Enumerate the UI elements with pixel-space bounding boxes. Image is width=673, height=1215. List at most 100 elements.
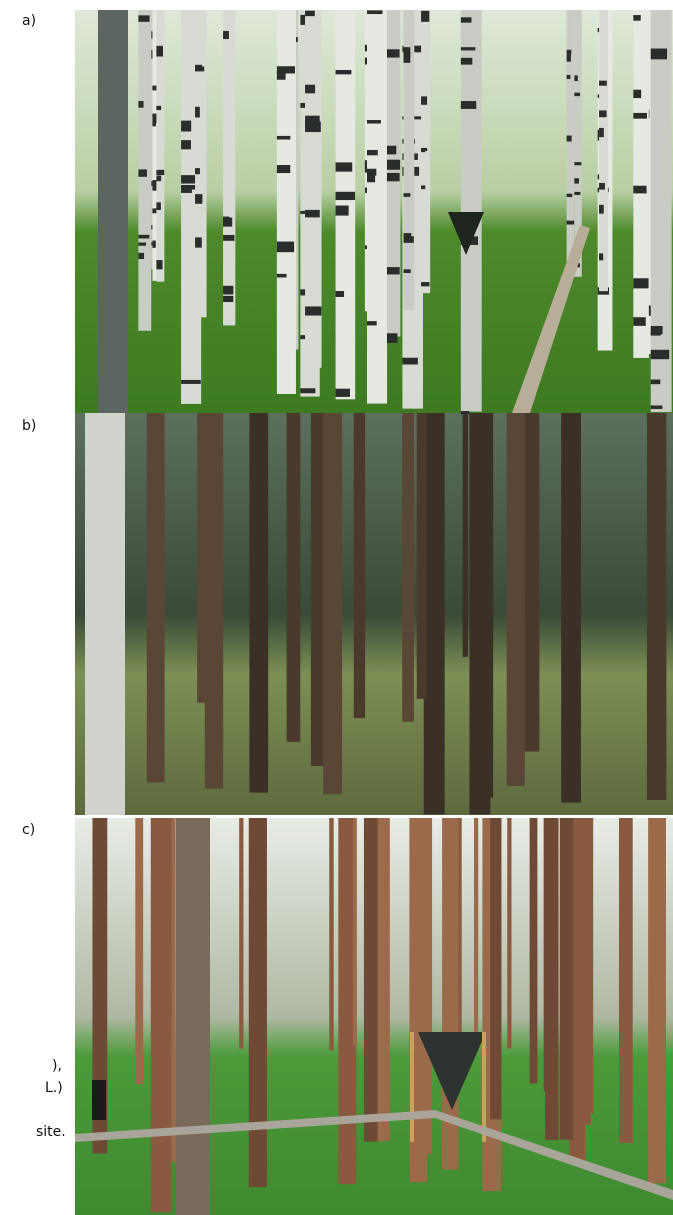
trunk bbox=[460, 411, 470, 415]
trunk bbox=[248, 818, 267, 1188]
trunk bbox=[195, 64, 203, 72]
trunk bbox=[156, 10, 165, 282]
trunk bbox=[239, 818, 244, 1049]
trunk bbox=[150, 818, 172, 1213]
trunk bbox=[566, 49, 572, 55]
trunk bbox=[138, 242, 146, 246]
trunk bbox=[599, 10, 608, 292]
trunk bbox=[195, 10, 207, 318]
trunk bbox=[195, 194, 203, 204]
trunk bbox=[386, 333, 398, 343]
trunk bbox=[156, 260, 163, 270]
trunk bbox=[460, 47, 476, 51]
trunk bbox=[403, 236, 414, 243]
trunk bbox=[366, 10, 383, 15]
trunk bbox=[561, 413, 581, 803]
photo-b bbox=[75, 413, 673, 815]
trunk bbox=[650, 349, 670, 360]
trunk bbox=[138, 252, 145, 260]
trunk bbox=[574, 162, 582, 166]
trunk bbox=[276, 164, 291, 174]
trunk bbox=[138, 169, 147, 177]
trunk bbox=[85, 413, 125, 815]
trunk bbox=[305, 84, 316, 94]
trunk bbox=[223, 295, 234, 303]
trunk bbox=[648, 818, 666, 1184]
trunk bbox=[352, 818, 357, 1047]
trunk bbox=[633, 89, 642, 99]
trunk bbox=[579, 818, 591, 1125]
trunk bbox=[335, 291, 345, 297]
boardwalk bbox=[75, 1110, 673, 1200]
trunk bbox=[363, 818, 378, 1142]
trunk bbox=[276, 72, 286, 80]
trunk bbox=[276, 135, 291, 140]
trunk bbox=[376, 818, 390, 1142]
trunk bbox=[181, 185, 192, 193]
trunk bbox=[152, 208, 158, 214]
trunk bbox=[156, 175, 162, 182]
trunk bbox=[305, 306, 322, 316]
trunk bbox=[650, 405, 663, 409]
trunk bbox=[323, 413, 343, 795]
trunk bbox=[646, 413, 667, 800]
trunk bbox=[305, 10, 322, 368]
trunk bbox=[335, 388, 350, 397]
trunk bbox=[135, 818, 143, 1076]
trunk bbox=[138, 101, 144, 108]
trunk bbox=[421, 96, 428, 105]
trunk bbox=[353, 413, 366, 719]
trunk bbox=[176, 818, 210, 1215]
caption-fragment: site. bbox=[36, 1124, 66, 1140]
trunk bbox=[366, 10, 388, 404]
trunk bbox=[223, 285, 234, 295]
trunk bbox=[473, 818, 479, 1049]
trunk bbox=[566, 10, 575, 278]
trunk bbox=[633, 278, 649, 289]
trunk bbox=[305, 209, 320, 218]
trunk bbox=[204, 413, 224, 789]
trunk bbox=[386, 159, 401, 170]
collector bbox=[92, 1080, 106, 1120]
trunk bbox=[402, 357, 418, 365]
trunk bbox=[138, 15, 150, 22]
trunk bbox=[329, 818, 334, 1051]
trunk bbox=[156, 202, 161, 210]
trunk bbox=[305, 10, 315, 17]
trunk bbox=[335, 10, 356, 400]
trunk bbox=[650, 331, 661, 336]
trunk bbox=[633, 15, 641, 21]
trunk bbox=[366, 173, 376, 183]
trunk bbox=[152, 85, 158, 91]
trunk bbox=[403, 52, 411, 63]
trunk bbox=[156, 105, 162, 111]
trunk bbox=[650, 48, 668, 60]
trunk bbox=[545, 818, 559, 1141]
trunk bbox=[152, 10, 161, 281]
trunk bbox=[223, 10, 236, 326]
trunk bbox=[305, 115, 320, 125]
trunk bbox=[421, 10, 430, 22]
caption-fragment: ), bbox=[52, 1058, 62, 1074]
trunk bbox=[402, 413, 414, 722]
trunk bbox=[195, 168, 200, 175]
trunk bbox=[574, 75, 578, 82]
trunk bbox=[386, 49, 400, 58]
trunk bbox=[335, 205, 349, 216]
trunk bbox=[152, 240, 156, 248]
trunk bbox=[650, 325, 663, 335]
trunk bbox=[181, 175, 196, 184]
trunk bbox=[529, 818, 538, 1084]
trunk bbox=[574, 178, 579, 184]
trunk bbox=[286, 413, 301, 742]
panel-label: b) bbox=[22, 418, 37, 434]
trunk bbox=[460, 57, 473, 65]
trunk bbox=[181, 120, 192, 132]
trunk bbox=[276, 66, 295, 74]
trunk bbox=[276, 273, 287, 278]
trunk bbox=[599, 110, 607, 118]
trunk bbox=[197, 413, 207, 703]
post bbox=[482, 1032, 486, 1142]
